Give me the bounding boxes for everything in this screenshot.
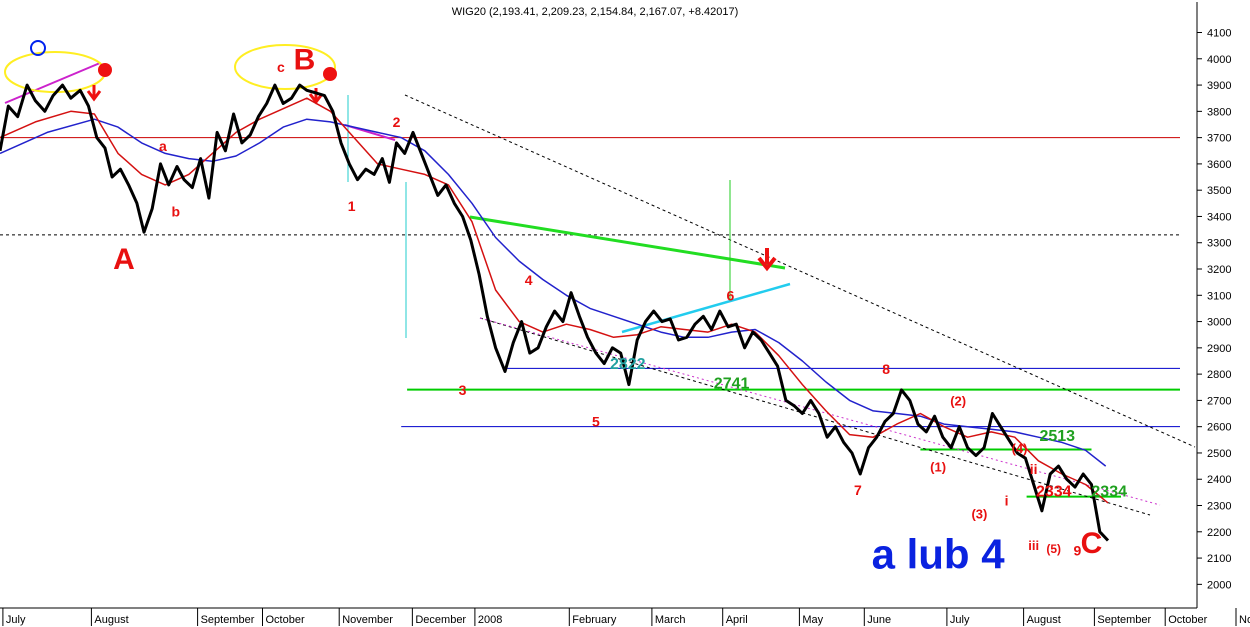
x-tick-label: September bbox=[201, 614, 255, 626]
x-tick-label: August bbox=[94, 614, 128, 626]
falling-trendline-lower bbox=[479, 317, 1151, 516]
x-tick-label: February bbox=[572, 614, 617, 626]
annotation-label: (1) bbox=[930, 459, 946, 474]
y-tick-label: 4000 bbox=[1207, 54, 1231, 66]
annotation-label: ii bbox=[1030, 461, 1038, 477]
annotation-label: 8 bbox=[882, 361, 890, 377]
cyan-support-line bbox=[621, 282, 791, 334]
y-tick-label: 3300 bbox=[1207, 238, 1231, 250]
x-tick-label: May bbox=[802, 614, 823, 626]
magenta-segment-left bbox=[4, 62, 101, 104]
annotation-label: a bbox=[159, 138, 167, 154]
annotation-label: a lub 4 bbox=[872, 531, 1006, 578]
y-axis: 2000 2100 2200 2300 2400 2500 2600 2700 2800 2900… bbox=[1196, 2, 1231, 608]
annotation-label: 2334 bbox=[1091, 483, 1127, 500]
x-tick-label: June bbox=[867, 614, 891, 626]
y-tick-label: 3800 bbox=[1207, 106, 1231, 118]
y-tick-label: 3400 bbox=[1207, 211, 1231, 223]
trend-lines bbox=[4, 40, 1196, 516]
series-line-0 bbox=[0, 83, 1110, 542]
x-tick-label: July bbox=[6, 614, 26, 626]
x-tick-label: April bbox=[726, 614, 748, 626]
y-tick-label: 2000 bbox=[1207, 579, 1231, 591]
annotation-label: A bbox=[113, 243, 135, 276]
annotation-label: 2513 bbox=[1039, 428, 1075, 445]
y-tick-label: 4100 bbox=[1207, 28, 1231, 40]
annotation-label: 2741 bbox=[714, 376, 750, 393]
price-series bbox=[0, 83, 1110, 542]
x-tick-label: Novem bbox=[1239, 614, 1250, 626]
y-tick-label: 2200 bbox=[1207, 527, 1231, 539]
annotation-label: 3 bbox=[459, 382, 467, 398]
down-arrow-6-icon bbox=[757, 248, 777, 272]
annotation-label: 2822 bbox=[610, 356, 646, 373]
x-tick-label: October bbox=[266, 614, 305, 626]
y-tick-label: 2100 bbox=[1207, 553, 1231, 565]
annotation-label: B bbox=[294, 43, 316, 76]
x-tick-label: July bbox=[950, 614, 970, 626]
y-tick-label: 3000 bbox=[1207, 317, 1231, 329]
blue-wave-5-marker bbox=[30, 40, 46, 56]
falling-trendline-magenta bbox=[479, 317, 1161, 506]
y-tick-label: 3200 bbox=[1207, 264, 1231, 276]
annotation-label: 7 bbox=[854, 482, 862, 498]
annotation-label: 6 bbox=[727, 288, 735, 304]
x-tick-label: August bbox=[1027, 614, 1061, 626]
y-tick-label: 3600 bbox=[1207, 159, 1231, 171]
yellow-ellipse-left bbox=[4, 51, 106, 93]
annotation-label: 2334 bbox=[1036, 483, 1072, 500]
y-tick-label: 2400 bbox=[1207, 474, 1231, 486]
annotation-label: b bbox=[172, 203, 181, 219]
x-tick-label: October bbox=[1168, 614, 1207, 626]
falling-trendline-upper bbox=[404, 94, 1196, 448]
red-dot-left bbox=[98, 63, 112, 77]
annotation-label: c bbox=[277, 59, 285, 75]
annotation-label: iii bbox=[1028, 538, 1039, 553]
y-tick-label: 2300 bbox=[1207, 501, 1231, 513]
y-tick-label: 3700 bbox=[1207, 133, 1231, 145]
y-tick-label: 3100 bbox=[1207, 290, 1231, 302]
chart-title: WIG20 (2,193.41, 2,209.23, 2,154.84, 2,1… bbox=[452, 6, 739, 18]
x-tick-label: December bbox=[415, 614, 466, 626]
y-tick-label: 2700 bbox=[1207, 395, 1231, 407]
red-dot-b bbox=[323, 67, 337, 81]
wave-annotations: ABCabc123456789(1)(2)(3)(4)(5)iiiiii2822… bbox=[113, 43, 1127, 577]
series-line-1 bbox=[0, 97, 1109, 504]
x-tick-label: 2008 bbox=[478, 614, 502, 626]
annotation-label: 4 bbox=[525, 272, 533, 288]
x-axis: July August September October November Decemb… bbox=[0, 607, 1250, 626]
y-tick-label: 3900 bbox=[1207, 80, 1231, 92]
x-tick-label: November bbox=[342, 614, 393, 626]
annotation-label: (4) bbox=[1012, 441, 1028, 456]
series-line-2 bbox=[0, 118, 1107, 467]
x-tick-label: March bbox=[655, 614, 686, 626]
annotation-label: (3) bbox=[971, 507, 987, 522]
y-tick-label: 3500 bbox=[1207, 185, 1231, 197]
y-tick-label: 2800 bbox=[1207, 369, 1231, 381]
annotation-label: (2) bbox=[950, 394, 966, 409]
down-arrow-left-icon bbox=[86, 85, 102, 102]
annotation-label: 5 bbox=[592, 414, 600, 430]
yellow-ellipse-top bbox=[234, 44, 336, 90]
annotation-label: C bbox=[1081, 527, 1103, 560]
horizontal-levels bbox=[0, 137, 1180, 498]
annotation-label: 2 bbox=[393, 114, 401, 130]
annotation-label: i bbox=[1005, 493, 1009, 509]
annotation-label: 1 bbox=[348, 198, 356, 214]
x-tick-label: September bbox=[1097, 614, 1151, 626]
annotation-label: 9 bbox=[1073, 542, 1081, 558]
green-resistance-line bbox=[469, 215, 786, 270]
y-tick-label: 2600 bbox=[1207, 422, 1231, 434]
y-tick-label: 2500 bbox=[1207, 448, 1231, 460]
y-tick-label: 2900 bbox=[1207, 343, 1231, 355]
annotation-label: (5) bbox=[1046, 542, 1061, 556]
